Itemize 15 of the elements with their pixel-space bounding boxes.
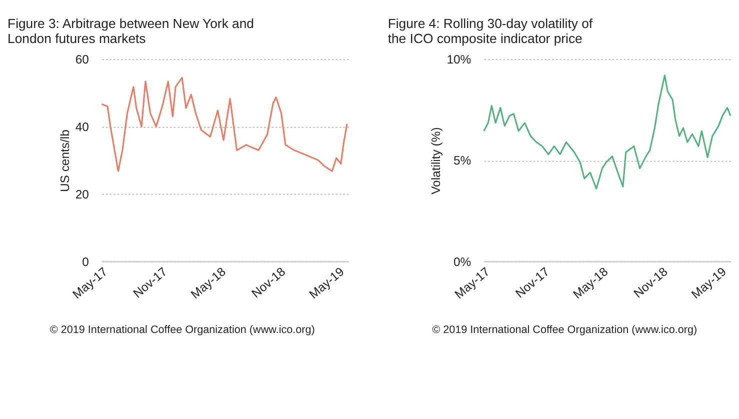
y-tick-label: 0% — [454, 254, 472, 269]
y-tick-label: 0 — [82, 254, 90, 269]
y-tick-label: 40 — [75, 120, 90, 134]
line-series — [100, 76, 348, 172]
chart-title: Figure 3: Arbitrage between New York and London futures markets — [8, 16, 254, 46]
y-axis-title: Volatility (%) — [429, 127, 444, 194]
text: © 2019 International Coffee Organization (www.ico.org) — [432, 324, 698, 336]
chart-title: Figure 4: Rolling 30-day volatility of the ICO composite indicator price — [388, 16, 593, 46]
y-tick-label: 5% — [454, 154, 472, 168]
y-tick-label: 60 — [75, 52, 90, 66]
line-series — [483, 74, 732, 190]
y-axis-title: US cents/lb — [58, 129, 72, 192]
text: © 2019 International Coffee Organization (www.ico.org) — [50, 324, 315, 336]
y-tick-label: 20 — [75, 187, 90, 202]
y-tick-label: 10% — [446, 52, 472, 66]
